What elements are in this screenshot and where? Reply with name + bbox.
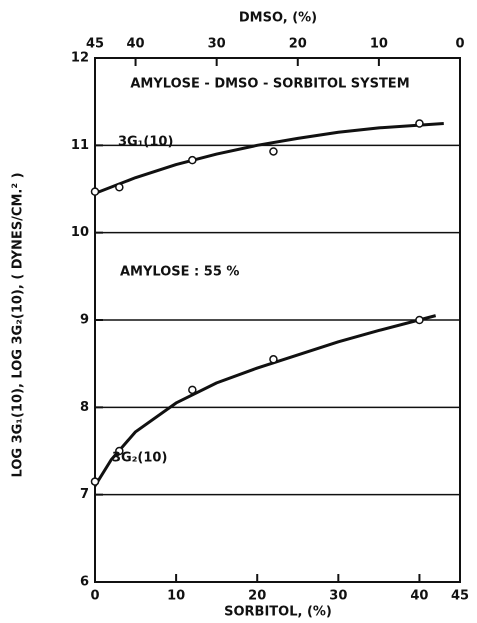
x2-tick-label: 45 xyxy=(86,37,104,52)
data-point xyxy=(269,355,278,364)
x2-tick-label: 40 xyxy=(127,37,145,52)
x2-tick-label: 10 xyxy=(370,37,388,52)
fit-curve xyxy=(94,122,444,195)
x-tick-label: 0 xyxy=(90,589,99,604)
x2-label: DMSO, (%) xyxy=(239,11,317,26)
x-tick-label: 45 xyxy=(451,589,469,604)
x-tick-label: 20 xyxy=(248,589,266,604)
data-point xyxy=(415,119,424,128)
x-label: SORBITOL, (%) xyxy=(224,605,332,620)
data-point xyxy=(115,446,124,456)
series-label: 3G₁(10) xyxy=(118,135,173,150)
chart-title: AMYLOSE - DMSO - SORBITOL SYSTEM xyxy=(130,77,409,92)
annotation: AMYLOSE : 55 % xyxy=(120,265,239,280)
y-tick-label: 12 xyxy=(71,51,89,66)
x2-tick-label: 0 xyxy=(455,37,464,52)
x-tick-label: 30 xyxy=(329,589,347,604)
x-tick-label: 40 xyxy=(410,589,428,604)
y-tick-label: 9 xyxy=(80,313,89,328)
y-tick-label: 8 xyxy=(80,400,89,415)
data-point xyxy=(90,477,100,486)
data-point xyxy=(90,187,100,196)
y-tick-label: 6 xyxy=(80,575,89,590)
data-point xyxy=(115,183,124,192)
data-point xyxy=(269,147,278,156)
data-point xyxy=(415,315,424,325)
y-tick-label: 11 xyxy=(71,138,89,153)
fit-curve xyxy=(93,314,437,487)
x2-tick-label: 30 xyxy=(208,37,226,52)
x2-tick-label: 20 xyxy=(289,37,307,52)
y-label: LOG 3G₁(10), LOG 3G₂(10), ( DYNES/CM.² ) xyxy=(11,172,26,477)
y-tick-label: 7 xyxy=(80,487,89,502)
data-point xyxy=(188,155,197,165)
y-tick-label: 10 xyxy=(71,225,89,240)
series-label: 3G₂(10) xyxy=(112,451,167,466)
x-tick-label: 10 xyxy=(167,589,185,604)
data-point xyxy=(188,385,197,395)
